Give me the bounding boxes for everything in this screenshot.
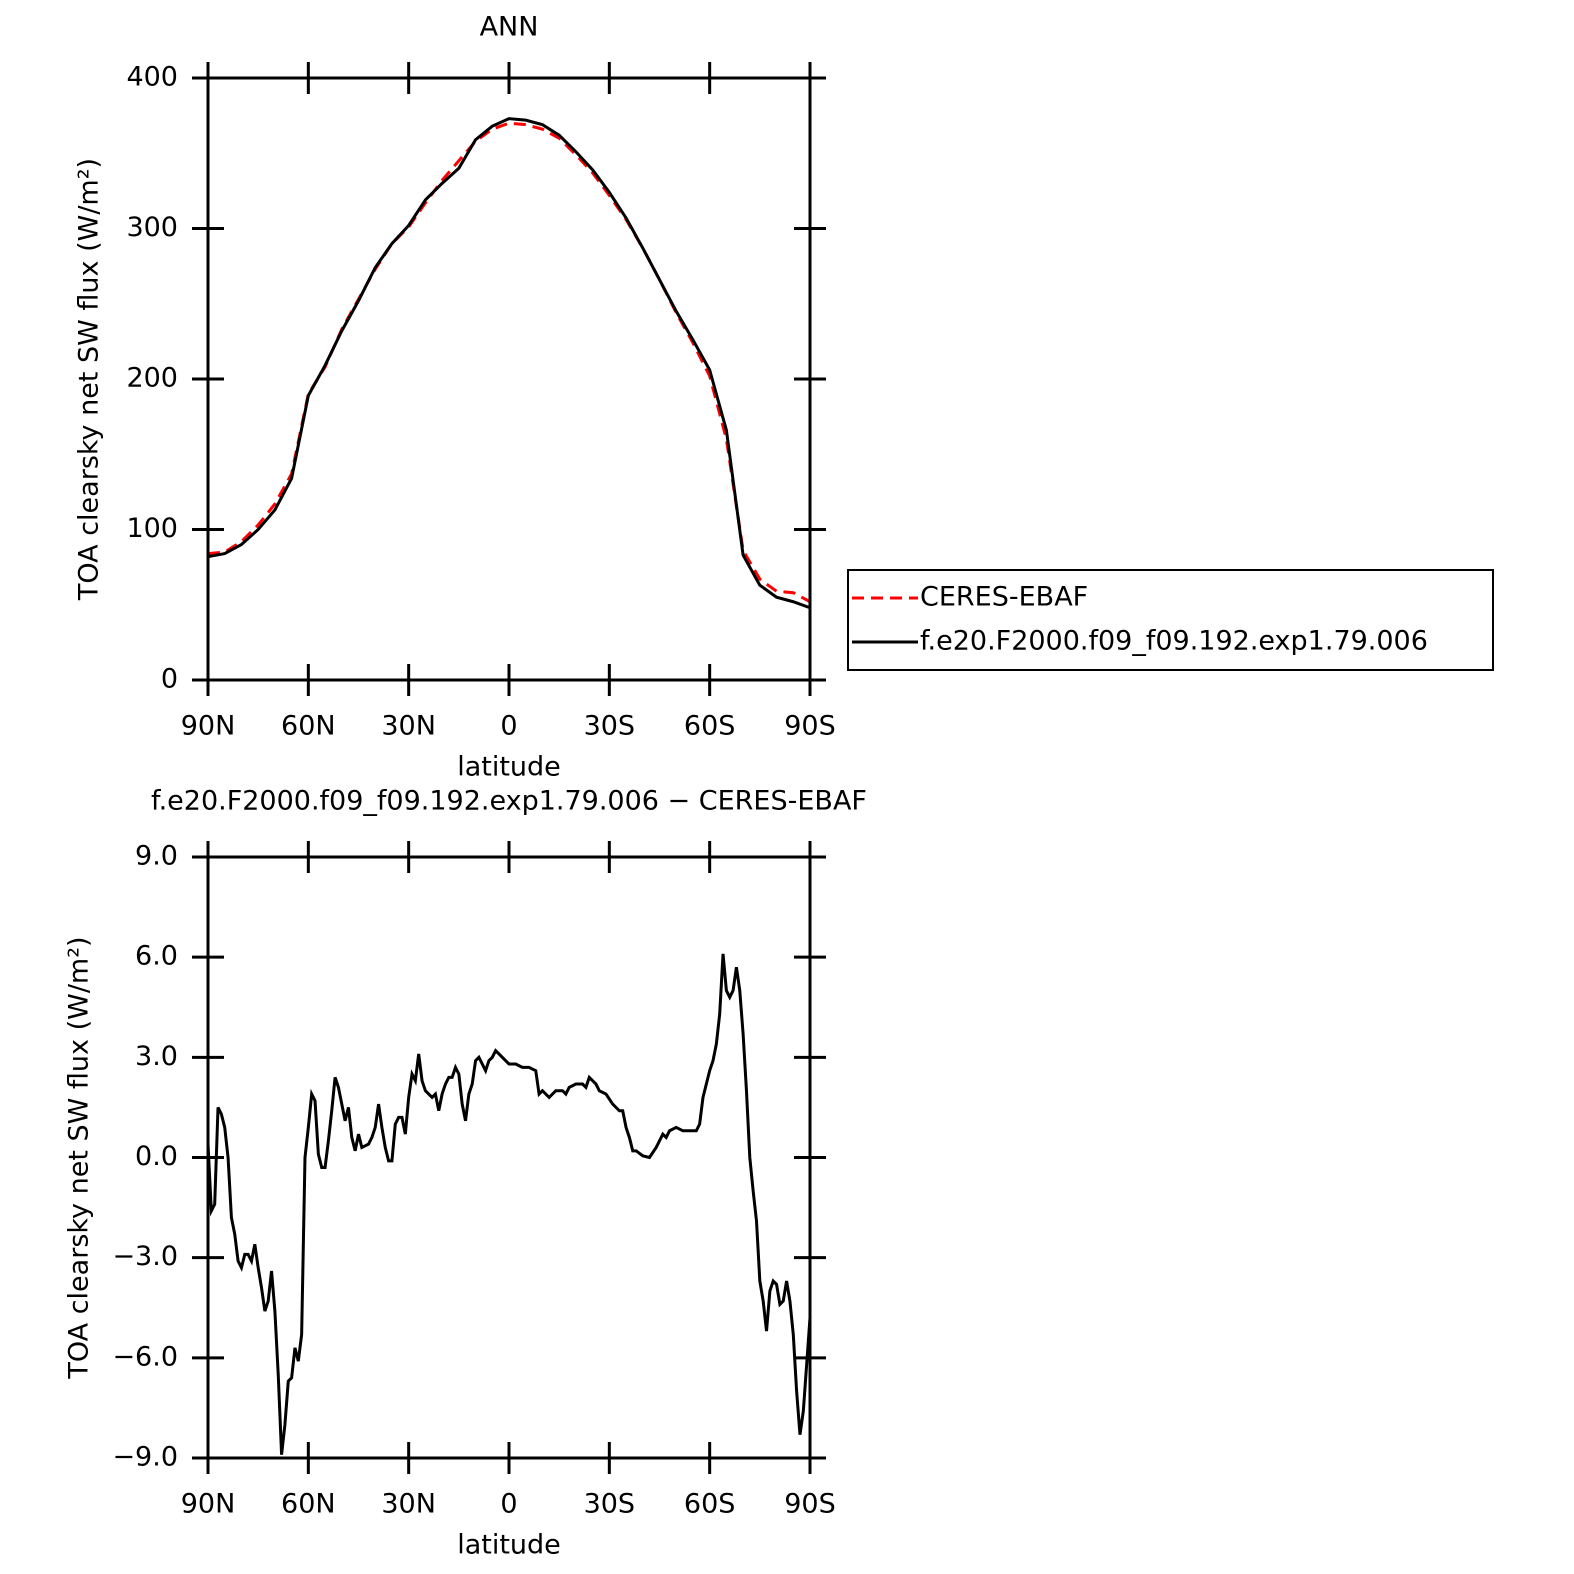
x-tick-label: 0 [500,711,517,742]
y-tick-label: 100 [126,513,178,544]
x-tick-label: 60N [281,711,336,742]
legend-label: CERES-EBAF [920,582,1088,613]
y-tick-label: 6.0 [135,941,178,972]
x-tick-label: 90S [784,711,836,742]
x-tick-label: 30S [584,1489,636,1520]
x-tick-label: 90N [181,711,236,742]
y-tick-label: 200 [126,363,178,394]
legend-label: f.e20.F2000.f09_f09.192.exp1.79.006 [920,626,1428,657]
legend: CERES-EBAF f.e20.F2000.f09_f09.192.exp1.7… [847,569,1494,671]
chart-title: ANN [480,12,539,43]
data-line [206,953,812,1455]
y-tick-label: −9.0 [112,1442,178,1473]
x-tick-label: 30N [381,1489,436,1520]
y-tick-label: 9.0 [135,841,178,872]
y-tick-label: −3.0 [112,1241,178,1272]
plot-frame [206,855,812,1460]
y-axis-label: TOA clearsky net SW flux (W/m²) [74,158,105,601]
x-tick-label: 60S [684,1489,736,1520]
y-tick-label: 0.0 [135,1141,178,1172]
y-tick-label: 300 [126,212,178,243]
y-tick-label: 3.0 [135,1041,178,1072]
x-tick-label: 60S [684,711,736,742]
x-axis-label: latitude [457,1530,561,1561]
y-tick-label: −6.0 [112,1341,178,1372]
legend-box [847,569,1494,671]
x-tick-label: 90S [784,1489,836,1520]
chart-title: f.e20.F2000.f09_f09.192.exp1.79.006 − CE… [151,786,867,817]
x-tick-label: 90N [181,1489,236,1520]
x-tick-label: 0 [500,1489,517,1520]
x-tick-label: 30N [381,711,436,742]
plot-frame [206,76,812,682]
y-tick-label: 0 [161,664,178,695]
x-tick-label: 30S [584,711,636,742]
x-tick-label: 60N [281,1489,336,1520]
y-tick-label: 400 [126,62,178,93]
y-axis-label: TOA clearsky net SW flux (W/m²) [64,936,95,1379]
data-line [207,121,811,604]
data-line [207,117,811,610]
x-axis-label: latitude [457,752,561,783]
